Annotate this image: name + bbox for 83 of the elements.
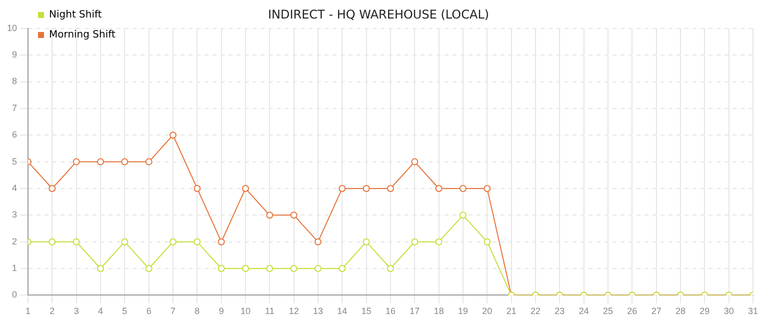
point <box>338 184 346 192</box>
point <box>170 132 177 139</box>
x-tick-label: 7 <box>170 306 176 316</box>
y-tick-label: 5 <box>12 156 18 166</box>
point <box>145 158 152 166</box>
x-tick-label: 28 <box>675 306 686 316</box>
x-tick-label: 27 <box>651 306 662 316</box>
legend-label: Morning Shift <box>49 30 116 41</box>
x-tick-label: 8 <box>194 306 200 316</box>
x-tick-label: 31 <box>748 306 758 316</box>
point <box>411 238 418 246</box>
point <box>266 265 274 272</box>
point <box>460 184 467 192</box>
point <box>338 265 346 272</box>
x-tick-label: 13 <box>313 306 324 316</box>
point <box>97 158 104 166</box>
y-tick-label: 7 <box>12 102 18 113</box>
point <box>435 184 442 192</box>
y-tick-label: 0 <box>12 290 18 300</box>
x-tick-label: 6 <box>146 306 152 316</box>
x-tick-label: 30 <box>724 306 734 316</box>
y-tick-label: 2 <box>12 236 18 246</box>
point <box>411 158 418 166</box>
point <box>290 212 298 219</box>
point <box>242 184 250 192</box>
point <box>218 238 225 246</box>
point <box>362 238 370 246</box>
point <box>362 184 370 192</box>
point <box>121 238 128 246</box>
point <box>484 184 491 192</box>
x-tick-label: 19 <box>458 306 468 316</box>
point <box>314 238 322 246</box>
x-tick-label: 18 <box>434 306 444 316</box>
x-tick-label: 1 <box>26 306 31 316</box>
point <box>387 184 394 192</box>
x-tick-label: 5 <box>122 306 128 316</box>
point <box>314 265 322 272</box>
x-tick-label: 17 <box>410 306 420 316</box>
point <box>242 265 250 272</box>
point <box>266 212 274 219</box>
y-tick-label: 1 <box>12 263 18 274</box>
point <box>48 184 56 192</box>
x-tick-label: 20 <box>482 306 492 316</box>
point <box>72 238 80 246</box>
point <box>48 238 56 246</box>
point <box>290 265 298 272</box>
point <box>435 238 442 246</box>
x-tick-label: 12 <box>288 306 299 316</box>
x-tick-label: 14 <box>337 306 348 316</box>
chart-title: INDIRECT - HQ WAREHOUSE (LOCAL) <box>268 7 490 22</box>
point <box>387 265 394 272</box>
y-tick-label: 4 <box>12 182 18 193</box>
x-tick-label: 22 <box>530 306 541 316</box>
x-tick-label: 15 <box>361 306 372 316</box>
point <box>145 265 152 272</box>
x-tick-label: 3 <box>74 306 79 316</box>
x-tick-label: 4 <box>98 306 104 316</box>
point <box>170 238 177 246</box>
x-tick-label: 29 <box>700 306 710 316</box>
x-tick-label: 2 <box>50 306 55 316</box>
x-tick-label: 21 <box>506 306 516 316</box>
x-tick-label: 9 <box>218 306 224 316</box>
point <box>194 238 201 246</box>
point <box>121 158 128 166</box>
point <box>484 238 491 246</box>
y-tick-label: 8 <box>12 76 18 86</box>
x-tick-label: 23 <box>554 306 565 316</box>
point <box>460 212 467 219</box>
y-tick-label: 9 <box>12 50 18 60</box>
y-tick-label: 6 <box>12 130 18 140</box>
point <box>194 184 201 192</box>
x-tick-label: 26 <box>627 306 638 316</box>
y-tick-label: 3 <box>12 210 18 220</box>
x-tick-label: 25 <box>602 306 614 316</box>
point <box>97 265 104 272</box>
x-tick-label: 11 <box>265 306 274 316</box>
y-tick-label: 10 <box>6 22 18 33</box>
point <box>218 265 225 272</box>
legend-label: Night Shift <box>49 10 102 21</box>
x-tick-label: 24 <box>578 306 589 316</box>
point <box>72 158 80 166</box>
x-tick-label: 16 <box>386 306 396 316</box>
x-tick-label: 10 <box>240 306 251 316</box>
